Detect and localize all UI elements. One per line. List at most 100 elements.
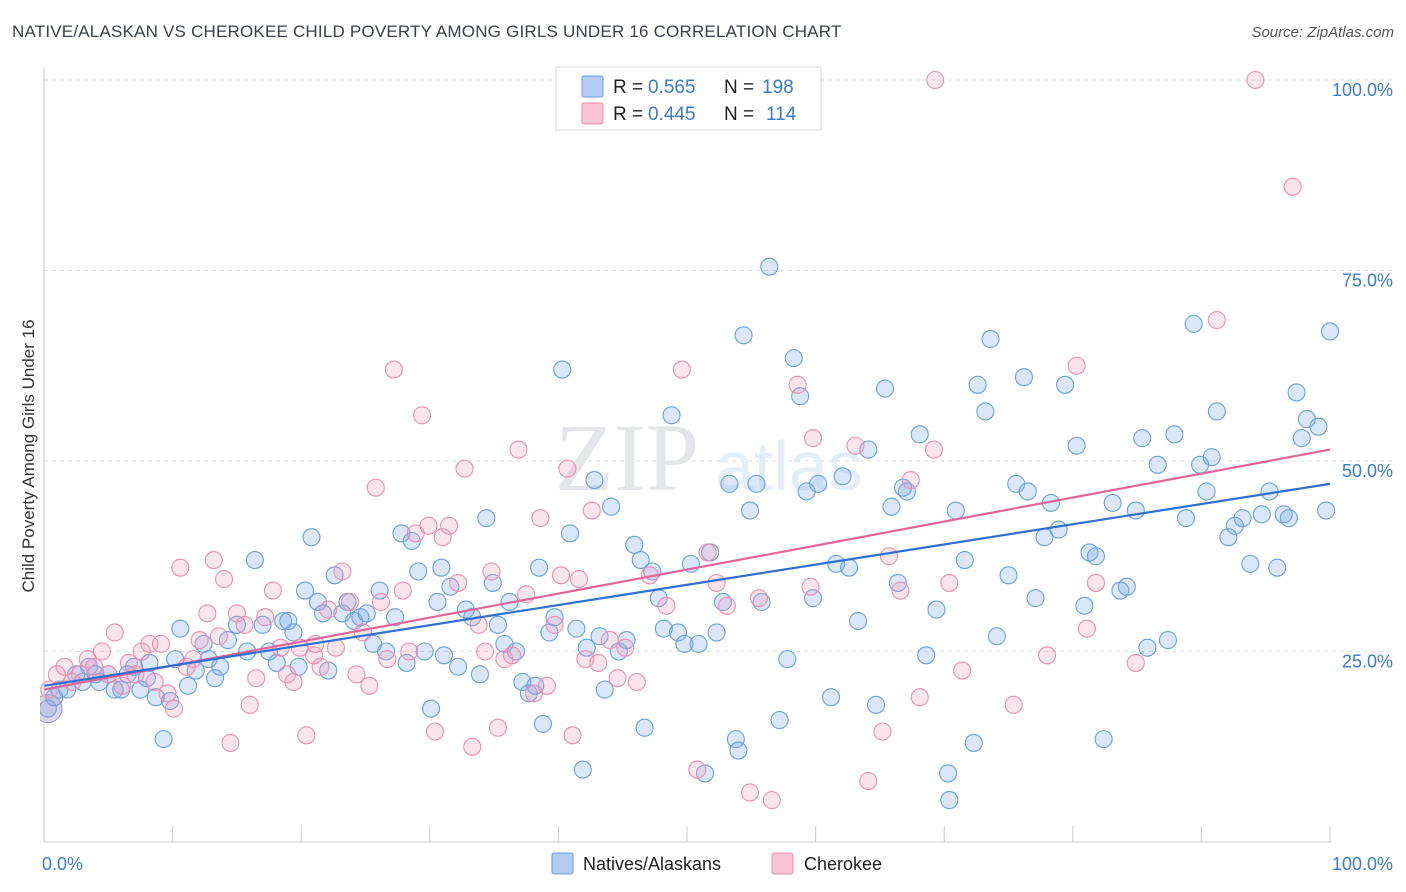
y-tick-label: 25.0% xyxy=(1342,652,1393,672)
axes xyxy=(43,68,1331,843)
natives-point xyxy=(146,688,165,707)
natives-point xyxy=(245,551,264,570)
cherokee-point xyxy=(657,596,676,615)
natives-point xyxy=(734,326,753,345)
cherokee-point xyxy=(341,592,360,612)
natives-point xyxy=(1207,402,1226,421)
cherokee-point xyxy=(284,672,303,692)
legend-swatch-natives xyxy=(581,75,604,98)
bottom-legend-cherokee: Cherokee xyxy=(804,854,882,874)
natives-point xyxy=(976,402,995,421)
natives-point xyxy=(946,501,965,520)
cherokee-point xyxy=(551,566,571,585)
cherokee-point xyxy=(940,573,959,592)
natives-point xyxy=(729,741,748,760)
cherokee-point xyxy=(589,653,608,672)
cherokee-point xyxy=(788,375,807,394)
natives-point xyxy=(955,551,974,570)
source-label: Source: ZipAtlas.com xyxy=(1251,24,1394,41)
cherokee-point xyxy=(247,669,266,688)
cherokee-point xyxy=(221,733,240,752)
natives-point xyxy=(848,611,868,631)
legend-swatch-cherokee xyxy=(581,102,604,125)
cherokee-point xyxy=(305,646,324,665)
natives-point xyxy=(1309,417,1328,436)
cherokee-point xyxy=(311,657,330,676)
natives-point xyxy=(533,714,553,733)
cherokee-point xyxy=(105,623,124,642)
cherokee-point xyxy=(503,646,522,665)
natives-point xyxy=(357,604,376,623)
trend-line-natives xyxy=(43,482,1331,687)
cherokee-point xyxy=(801,577,820,596)
cherokee-point xyxy=(204,551,223,570)
natives-point xyxy=(999,566,1018,585)
cherokee-point xyxy=(1126,653,1145,672)
natives-point xyxy=(595,680,614,699)
trend-line-cherokee xyxy=(43,448,1331,691)
natives-point xyxy=(577,638,596,657)
natives-point xyxy=(432,558,451,577)
cherokee-point xyxy=(859,771,878,791)
cherokee-point xyxy=(717,596,736,615)
cherokee-point xyxy=(616,638,635,657)
series-natives-points xyxy=(40,257,1340,810)
cherokee-point xyxy=(846,436,865,455)
natives-point xyxy=(308,592,327,612)
bottom-swatch-natives xyxy=(551,852,574,875)
natives-point xyxy=(1075,596,1094,615)
natives-point xyxy=(205,669,225,688)
natives-point xyxy=(392,524,411,543)
natives-point xyxy=(1165,425,1184,444)
natives-point xyxy=(740,501,760,520)
y-tick-label: 50.0% xyxy=(1342,461,1393,481)
natives-point xyxy=(654,619,673,638)
cherokee-point xyxy=(469,615,488,634)
natives-point xyxy=(40,694,63,724)
cherokee-point xyxy=(924,440,943,459)
natives-point xyxy=(875,379,895,398)
y-axis-label: Child Poverty Among Girls Under 16 xyxy=(19,319,38,592)
cherokee-point xyxy=(55,657,74,676)
cherokee-point xyxy=(366,478,385,497)
natives-point xyxy=(1197,482,1216,501)
cherokee-point xyxy=(198,604,217,623)
natives-point xyxy=(1287,383,1306,402)
cherokee-point xyxy=(319,600,338,619)
natives-point xyxy=(631,551,650,570)
natives-point xyxy=(567,619,586,638)
natives-point xyxy=(1219,528,1238,547)
cherokee-point xyxy=(545,615,564,634)
natives-point xyxy=(1133,429,1152,448)
natives-point xyxy=(1056,375,1075,394)
cherokee-point xyxy=(762,791,781,810)
cherokee-point xyxy=(145,672,164,692)
cherokee-point xyxy=(214,570,234,589)
y-tick-labels: 25.0% 50.0% 75.0% 100.0% xyxy=(1332,80,1393,672)
natives-point xyxy=(964,733,983,752)
cherokee-point xyxy=(488,718,508,737)
natives-point xyxy=(1158,631,1178,650)
x-tick-labels: 0.0% 100.0% xyxy=(42,854,1393,874)
cherokee-point xyxy=(910,688,929,707)
cherokee-point xyxy=(151,634,171,653)
cherokee-point xyxy=(1038,646,1057,665)
trend-lines xyxy=(43,448,1331,691)
natives-point xyxy=(211,657,230,676)
cherokee-point xyxy=(425,722,444,741)
natives-point xyxy=(689,634,708,653)
natives-point xyxy=(386,608,405,627)
cherokee-point xyxy=(707,573,726,592)
cherokee-point xyxy=(297,726,316,745)
cherokee-point xyxy=(1067,356,1086,375)
cherokee-point xyxy=(627,672,646,692)
cherokee-point xyxy=(240,695,259,714)
natives-point xyxy=(422,699,441,718)
natives-point xyxy=(573,760,592,779)
natives-point xyxy=(910,425,929,444)
natives-point xyxy=(545,608,564,627)
natives-point xyxy=(770,711,789,730)
natives-point xyxy=(483,573,502,592)
natives-point xyxy=(968,375,987,394)
cherokee-point xyxy=(209,627,228,646)
